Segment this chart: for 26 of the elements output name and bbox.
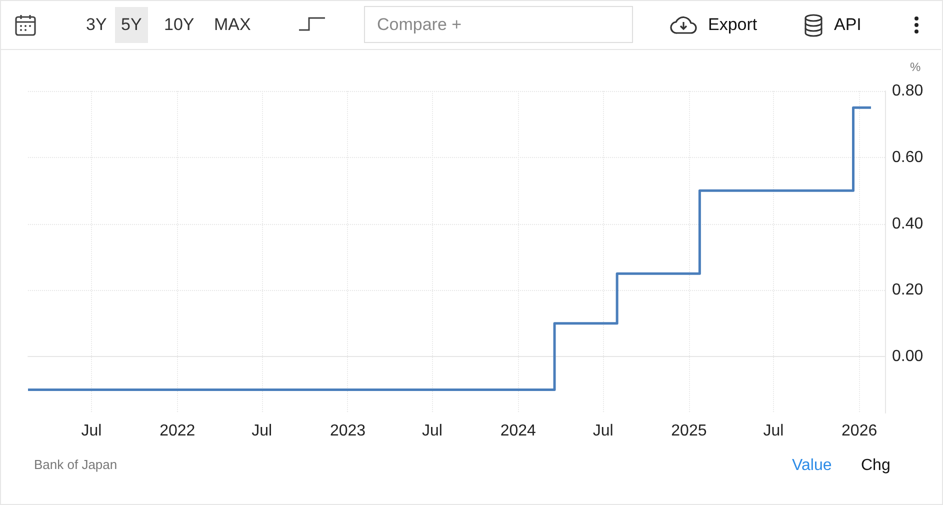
y-tick-label: 0.80: [892, 82, 924, 100]
x-tick-label: 2022: [160, 422, 196, 440]
text: API: [834, 15, 862, 35]
y-tick-label: 0.40: [892, 215, 924, 232]
text: Bank of Japan: [34, 457, 118, 472]
text: Chg: [861, 457, 890, 475]
text: Value: [792, 457, 832, 475]
text: 3Y: [85, 14, 108, 36]
x-tick-label: 2025: [671, 422, 707, 440]
x-tick-label: Jul: [81, 422, 102, 440]
y-axis-title: %: [910, 60, 921, 74]
text: Export: [708, 15, 758, 35]
compare-field: Compare +: [364, 6, 633, 43]
y-tick-label: 0.60: [892, 148, 924, 166]
x-tick-label: Jul: [763, 422, 784, 440]
text: MAX: [213, 14, 252, 36]
text: 5Y: [115, 7, 148, 43]
x-tick-label: Jul: [592, 422, 614, 440]
x-tick-label: Jul: [252, 422, 272, 440]
x-tick-label: 2024: [500, 422, 536, 440]
x-tick-label: Jul: [422, 422, 442, 440]
x-tick-label: 2026: [842, 422, 878, 440]
y-tick-label: 0.00: [892, 348, 924, 366]
y-tick-label: 0.20: [892, 282, 924, 299]
x-tick-label: 2023: [330, 422, 366, 440]
text: 10Y: [163, 14, 196, 36]
